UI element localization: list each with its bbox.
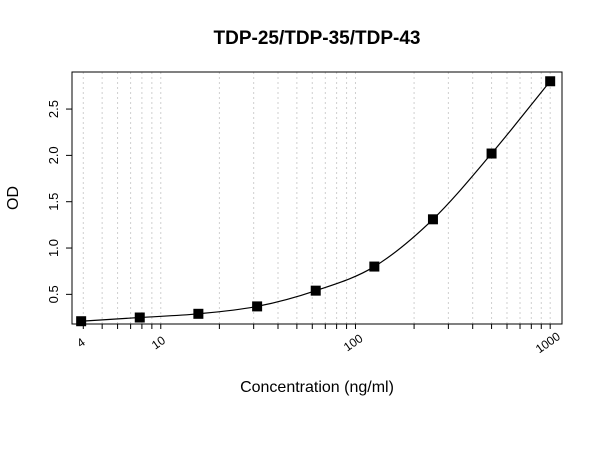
data-point bbox=[310, 285, 321, 296]
data-point bbox=[369, 261, 380, 272]
y-axis-label: OD bbox=[5, 186, 22, 210]
data-point bbox=[545, 76, 556, 87]
x-tick-label: 100 bbox=[341, 331, 366, 354]
y-tick-label: 0.5 bbox=[46, 285, 61, 303]
data-point bbox=[134, 312, 145, 323]
x-axis-label: Concentration (ng/ml) bbox=[240, 379, 394, 396]
x-tick-label: 1000 bbox=[533, 329, 563, 356]
fit-curve bbox=[81, 80, 551, 322]
y-tick-label: 1.5 bbox=[46, 193, 61, 211]
data-point bbox=[252, 301, 263, 312]
data-point bbox=[76, 316, 87, 327]
grid-layer bbox=[82, 72, 551, 324]
data-point bbox=[486, 148, 497, 159]
y-tick-label: 2.0 bbox=[46, 146, 61, 164]
data-points bbox=[76, 76, 556, 327]
x-tick-label: 10 bbox=[149, 333, 168, 352]
y-axis: 0.5 1.0 1.5 2.0 2.5 bbox=[46, 100, 72, 303]
plot-frame bbox=[71, 71, 563, 325]
y-tick-label: 1.0 bbox=[46, 239, 61, 257]
y-tick-label: 2.5 bbox=[46, 100, 61, 118]
chart-title: TDP-25/TDP-35/TDP-43 bbox=[214, 28, 421, 49]
x-axis: 4 10 100 1000 bbox=[74, 324, 563, 356]
data-point bbox=[193, 308, 204, 319]
data-point bbox=[427, 214, 438, 225]
x-tick-label: 4 bbox=[74, 335, 88, 350]
